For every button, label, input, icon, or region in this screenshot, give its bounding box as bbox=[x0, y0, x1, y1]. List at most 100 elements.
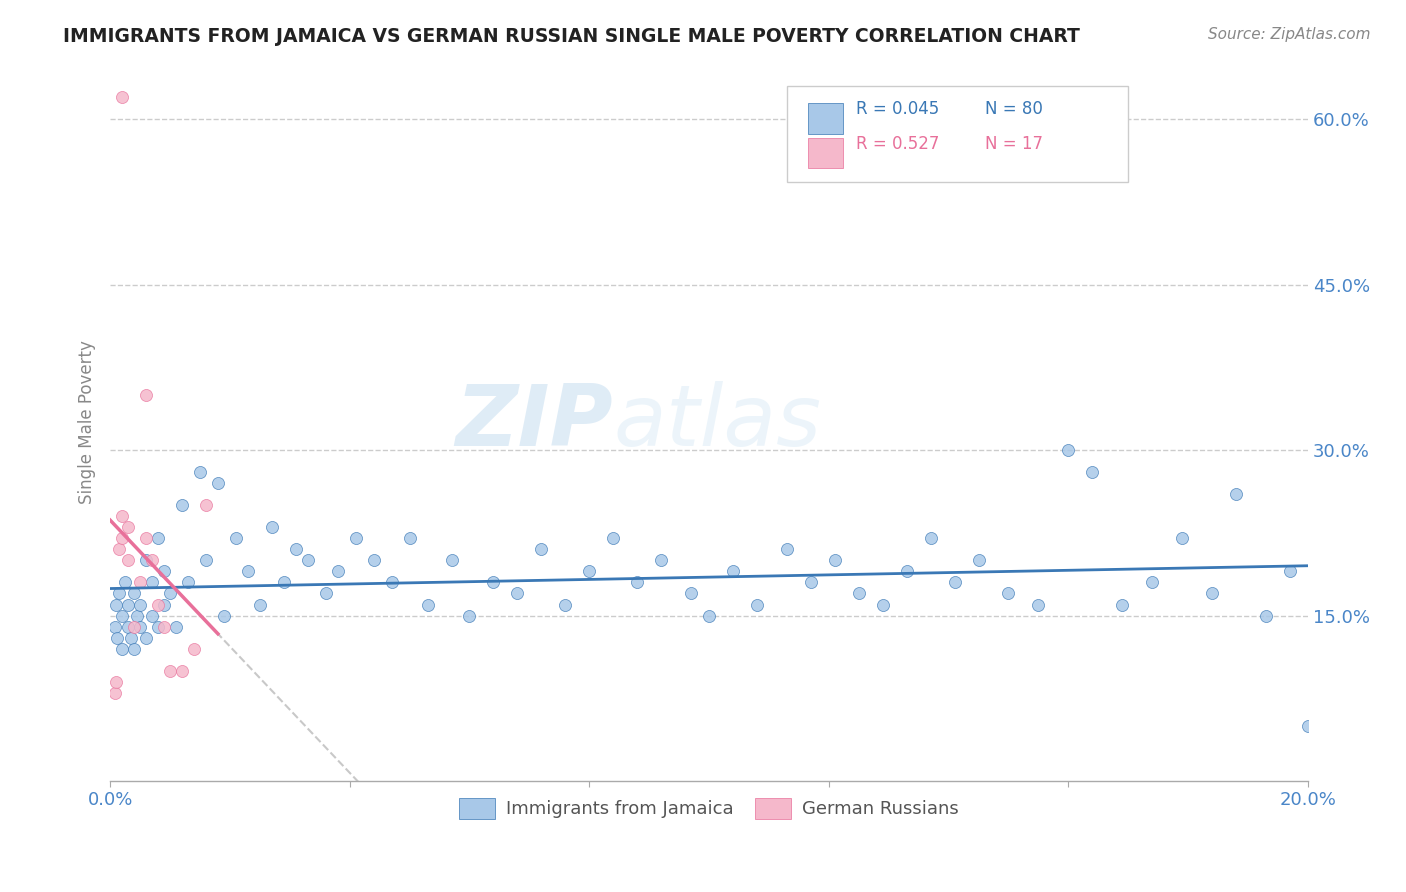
Point bbox=[315, 586, 337, 600]
Point bbox=[111, 532, 134, 546]
Point bbox=[363, 553, 385, 567]
FancyBboxPatch shape bbox=[808, 103, 844, 134]
Text: R = 0.527: R = 0.527 bbox=[856, 135, 939, 153]
Point bbox=[967, 553, 990, 567]
Point bbox=[344, 532, 367, 546]
Point bbox=[117, 598, 139, 612]
Point bbox=[530, 542, 553, 557]
Point bbox=[159, 664, 181, 678]
Point bbox=[105, 631, 128, 645]
Point bbox=[920, 532, 942, 546]
Text: N = 80: N = 80 bbox=[984, 100, 1042, 119]
Point bbox=[800, 575, 823, 590]
Point bbox=[122, 586, 145, 600]
Point bbox=[745, 598, 768, 612]
Point bbox=[872, 598, 894, 612]
Point bbox=[297, 553, 319, 567]
Point bbox=[1225, 487, 1247, 501]
Point bbox=[117, 619, 139, 633]
Point bbox=[416, 598, 439, 612]
Point bbox=[195, 498, 218, 512]
Point bbox=[159, 586, 181, 600]
Point bbox=[776, 542, 799, 557]
Point bbox=[284, 542, 307, 557]
Point bbox=[650, 553, 672, 567]
Point bbox=[122, 641, 145, 656]
Point bbox=[602, 532, 624, 546]
Point bbox=[105, 598, 128, 612]
Point bbox=[398, 532, 420, 546]
Point bbox=[111, 509, 134, 524]
Point bbox=[997, 586, 1019, 600]
Point bbox=[207, 476, 229, 491]
Point bbox=[117, 553, 139, 567]
Point bbox=[135, 631, 157, 645]
Point bbox=[440, 553, 463, 567]
Point bbox=[381, 575, 404, 590]
Point bbox=[260, 520, 283, 534]
Point bbox=[108, 542, 131, 557]
Y-axis label: Single Male Poverty: Single Male Poverty bbox=[79, 341, 96, 505]
Text: atlas: atlas bbox=[613, 381, 821, 464]
Point bbox=[108, 586, 131, 600]
Point bbox=[141, 575, 163, 590]
Point bbox=[135, 553, 157, 567]
Point bbox=[129, 619, 152, 633]
Point bbox=[141, 553, 163, 567]
Point bbox=[273, 575, 295, 590]
Point bbox=[105, 674, 128, 689]
Point bbox=[626, 575, 648, 590]
Point bbox=[170, 498, 193, 512]
Point bbox=[1171, 532, 1194, 546]
Point bbox=[127, 608, 149, 623]
Point bbox=[153, 565, 176, 579]
Point bbox=[721, 565, 744, 579]
Point bbox=[249, 598, 271, 612]
Point bbox=[153, 598, 176, 612]
Point bbox=[122, 619, 145, 633]
Point bbox=[183, 641, 205, 656]
Point bbox=[129, 575, 152, 590]
Point bbox=[146, 619, 169, 633]
Point bbox=[236, 565, 259, 579]
Point bbox=[554, 598, 576, 612]
FancyBboxPatch shape bbox=[787, 86, 1128, 182]
Point bbox=[111, 90, 134, 104]
Point bbox=[482, 575, 505, 590]
Point bbox=[1296, 719, 1319, 733]
Text: N = 17: N = 17 bbox=[984, 135, 1042, 153]
Point bbox=[188, 465, 211, 479]
Point bbox=[681, 586, 703, 600]
Legend: Immigrants from Jamaica, German Russians: Immigrants from Jamaica, German Russians bbox=[451, 790, 966, 826]
Point bbox=[1081, 465, 1104, 479]
Point bbox=[177, 575, 200, 590]
Point bbox=[697, 608, 720, 623]
Point bbox=[141, 608, 163, 623]
Point bbox=[117, 520, 139, 534]
Point bbox=[578, 565, 600, 579]
Point bbox=[506, 586, 529, 600]
Point bbox=[146, 532, 169, 546]
Point bbox=[326, 565, 349, 579]
Point bbox=[1278, 565, 1301, 579]
Text: ZIP: ZIP bbox=[456, 381, 613, 464]
Point bbox=[943, 575, 966, 590]
Point bbox=[212, 608, 235, 623]
Point bbox=[225, 532, 247, 546]
Point bbox=[153, 619, 176, 633]
Point bbox=[1201, 586, 1223, 600]
Point bbox=[896, 565, 918, 579]
Point bbox=[1254, 608, 1277, 623]
Point bbox=[458, 608, 481, 623]
Text: R = 0.045: R = 0.045 bbox=[856, 100, 939, 119]
Point bbox=[1028, 598, 1050, 612]
Point bbox=[170, 664, 193, 678]
Text: IMMIGRANTS FROM JAMAICA VS GERMAN RUSSIAN SINGLE MALE POVERTY CORRELATION CHART: IMMIGRANTS FROM JAMAICA VS GERMAN RUSSIA… bbox=[63, 27, 1080, 45]
Point bbox=[1140, 575, 1163, 590]
Point bbox=[135, 532, 157, 546]
Point bbox=[848, 586, 870, 600]
Point bbox=[104, 686, 127, 700]
Point bbox=[824, 553, 846, 567]
Text: Source: ZipAtlas.com: Source: ZipAtlas.com bbox=[1208, 27, 1371, 42]
FancyBboxPatch shape bbox=[808, 138, 844, 168]
